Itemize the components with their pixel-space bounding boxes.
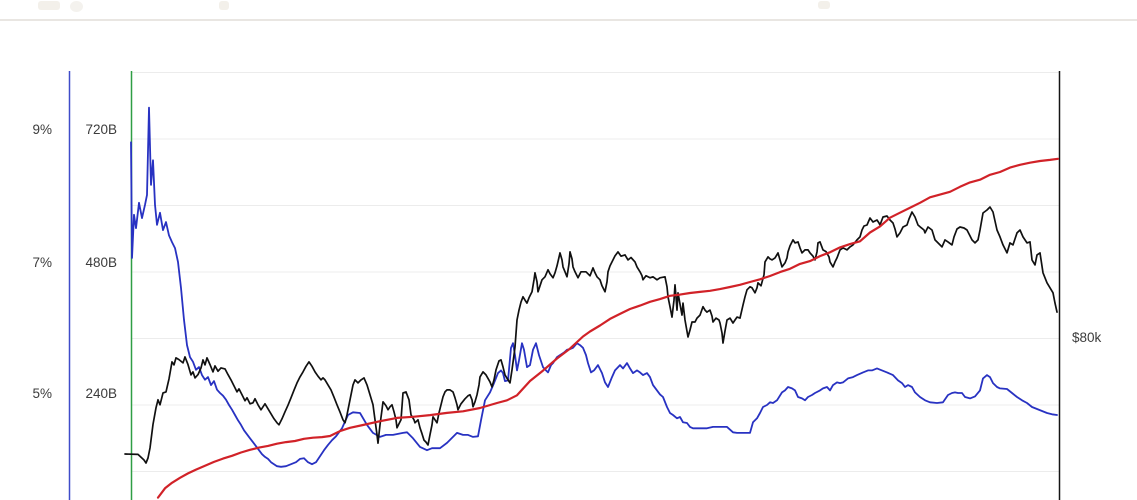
top-bar: [0, 0, 1137, 21]
toolbar-icon-3[interactable]: [219, 1, 229, 10]
price-tick-80k: $80k: [1072, 330, 1102, 345]
price-series-line: [124, 206, 1058, 464]
plot-area[interactable]: [124, 106, 1060, 499]
billions-series-line: [156, 157, 1060, 499]
gridlines: [131, 72, 1060, 472]
percent-tick-9: 9%: [32, 122, 52, 137]
percent-tick-5: 5%: [32, 386, 52, 401]
billions-tick-720: 720B: [85, 122, 117, 137]
percent-tick-7: 7%: [32, 255, 52, 270]
toolbar-icon-1[interactable]: [38, 1, 60, 10]
toolbar-icon-2[interactable]: [70, 1, 83, 12]
billions-tick-480: 480B: [85, 255, 117, 270]
toolbar-icon-4[interactable]: [818, 1, 830, 9]
billions-tick-240: 240B: [85, 386, 117, 401]
